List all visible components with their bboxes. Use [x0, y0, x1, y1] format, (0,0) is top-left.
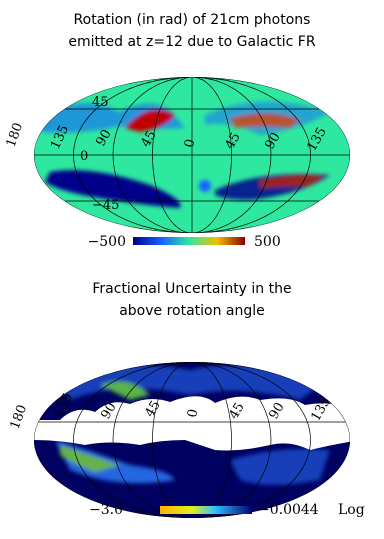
- colorbar: [160, 506, 252, 514]
- title-line: above rotation angle: [119, 303, 265, 319]
- sky-map: [34, 77, 350, 233]
- colorbar-unit: Log: [338, 502, 365, 518]
- graticule: [34, 77, 350, 233]
- lon-label: 90: [98, 400, 119, 422]
- colorbar-max: 500: [254, 234, 281, 250]
- colorbar: [133, 237, 245, 245]
- lon-label: 45: [226, 400, 247, 422]
- colorbar-min: −500: [88, 234, 126, 250]
- lon-label: 180: [4, 121, 27, 149]
- lon-label: 45: [138, 128, 159, 150]
- title-line: Fractional Uncertainty in the: [92, 281, 291, 297]
- lon-label: 90: [266, 400, 287, 422]
- colorbar-max: −0.0044: [258, 502, 319, 518]
- lon-label: 45: [222, 130, 243, 152]
- lon-label: 45: [142, 398, 163, 420]
- lon-label: 180: [8, 403, 31, 431]
- lat-label: 0: [80, 149, 88, 164]
- lat-label: 45: [92, 95, 109, 110]
- graticule: [34, 362, 350, 518]
- lon-label: 0: [182, 138, 198, 149]
- lon-label: 90: [93, 127, 114, 149]
- lat-label: −45: [92, 198, 119, 213]
- title-line: emitted at z=12 due to Galactic FR: [68, 34, 315, 50]
- title-line: Rotation (in rad) of 21cm photons: [74, 12, 311, 28]
- colorbar-min: −3.0: [89, 502, 123, 518]
- lon-label: 0: [185, 408, 201, 419]
- lon-label: 90: [262, 130, 283, 152]
- sky-map: [34, 362, 350, 518]
